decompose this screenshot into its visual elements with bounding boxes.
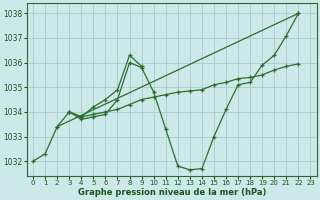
X-axis label: Graphe pression niveau de la mer (hPa): Graphe pression niveau de la mer (hPa): [77, 188, 266, 197]
